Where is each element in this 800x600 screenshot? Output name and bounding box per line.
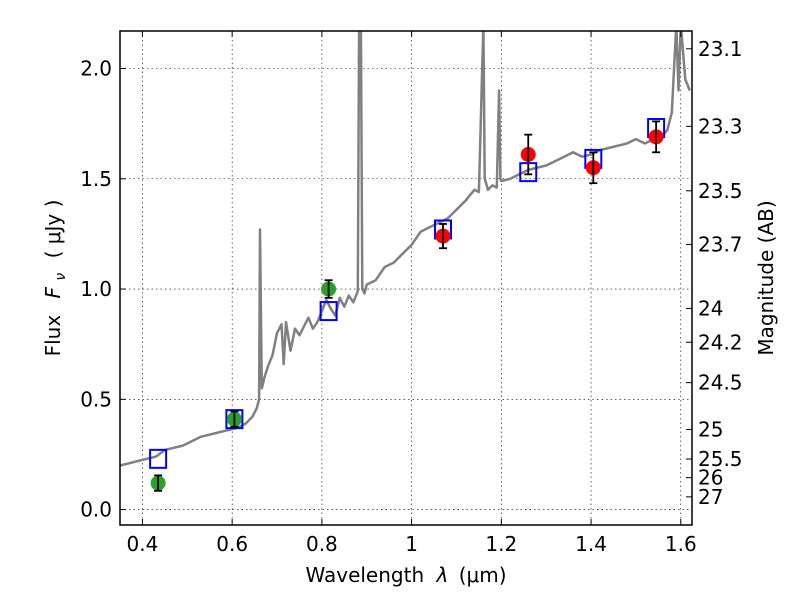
y-tick-label: 1.0 xyxy=(80,277,112,301)
y2-tick-label: 23.7 xyxy=(698,232,743,256)
x-tick-label: 0.4 xyxy=(127,532,159,556)
model-photometry-square xyxy=(225,409,244,430)
y2-tick-label: 24.2 xyxy=(698,330,743,354)
y2-tick-label: 25 xyxy=(698,417,723,441)
x-tick-label: 1.2 xyxy=(485,532,517,556)
observed-point xyxy=(150,474,166,492)
plot-frame xyxy=(119,30,693,526)
y2-tick-label: 24 xyxy=(698,296,723,320)
y2-tick-label: 26 xyxy=(698,466,723,490)
axis-ticks: 0.4 0.6 0.8 1 1.2 1.4 1.6 0.0 0.5 1.0 1.5 2.0 23.1 23… xyxy=(80,31,743,556)
observed-point xyxy=(435,223,451,250)
y2-tick-label: 23.1 xyxy=(698,37,743,61)
model-photometry-square xyxy=(149,448,168,469)
y2-tick-label: 25.5 xyxy=(698,447,743,471)
observed-point xyxy=(585,151,601,185)
plot-area xyxy=(120,31,691,492)
x-tick-label: 1 xyxy=(405,532,418,556)
x-tick-label: 1.4 xyxy=(575,532,607,556)
observed-point xyxy=(321,279,337,299)
model-photometry-square xyxy=(319,301,338,322)
x-tick-label: 1.6 xyxy=(665,532,697,556)
y-tick-label: 2.0 xyxy=(80,56,112,80)
y-tick-label: 0.0 xyxy=(80,498,112,522)
x-axis-label: Wavelength λ (μm) xyxy=(305,563,506,587)
y2-tick-label: 23.3 xyxy=(698,114,743,138)
observed-point xyxy=(226,410,242,428)
y2-axis-label: Magnitude (AB) xyxy=(754,200,778,355)
x-tick-label: 0.6 xyxy=(216,532,248,556)
x-tick-label: 0.8 xyxy=(306,532,338,556)
y-axis-label: Flux F ν ( μJy ) xyxy=(41,200,70,357)
data-marks xyxy=(120,31,691,492)
grid-lines xyxy=(120,31,692,525)
y2-tick-label: 23.5 xyxy=(698,179,743,203)
observed-point xyxy=(520,133,536,176)
y-tick-label: 0.5 xyxy=(80,387,112,411)
y-tick-label: 1.5 xyxy=(80,167,112,191)
y2-tick-label: 27 xyxy=(698,485,723,509)
y2-tick-label: 24.5 xyxy=(698,371,743,395)
observed-point xyxy=(648,120,664,154)
